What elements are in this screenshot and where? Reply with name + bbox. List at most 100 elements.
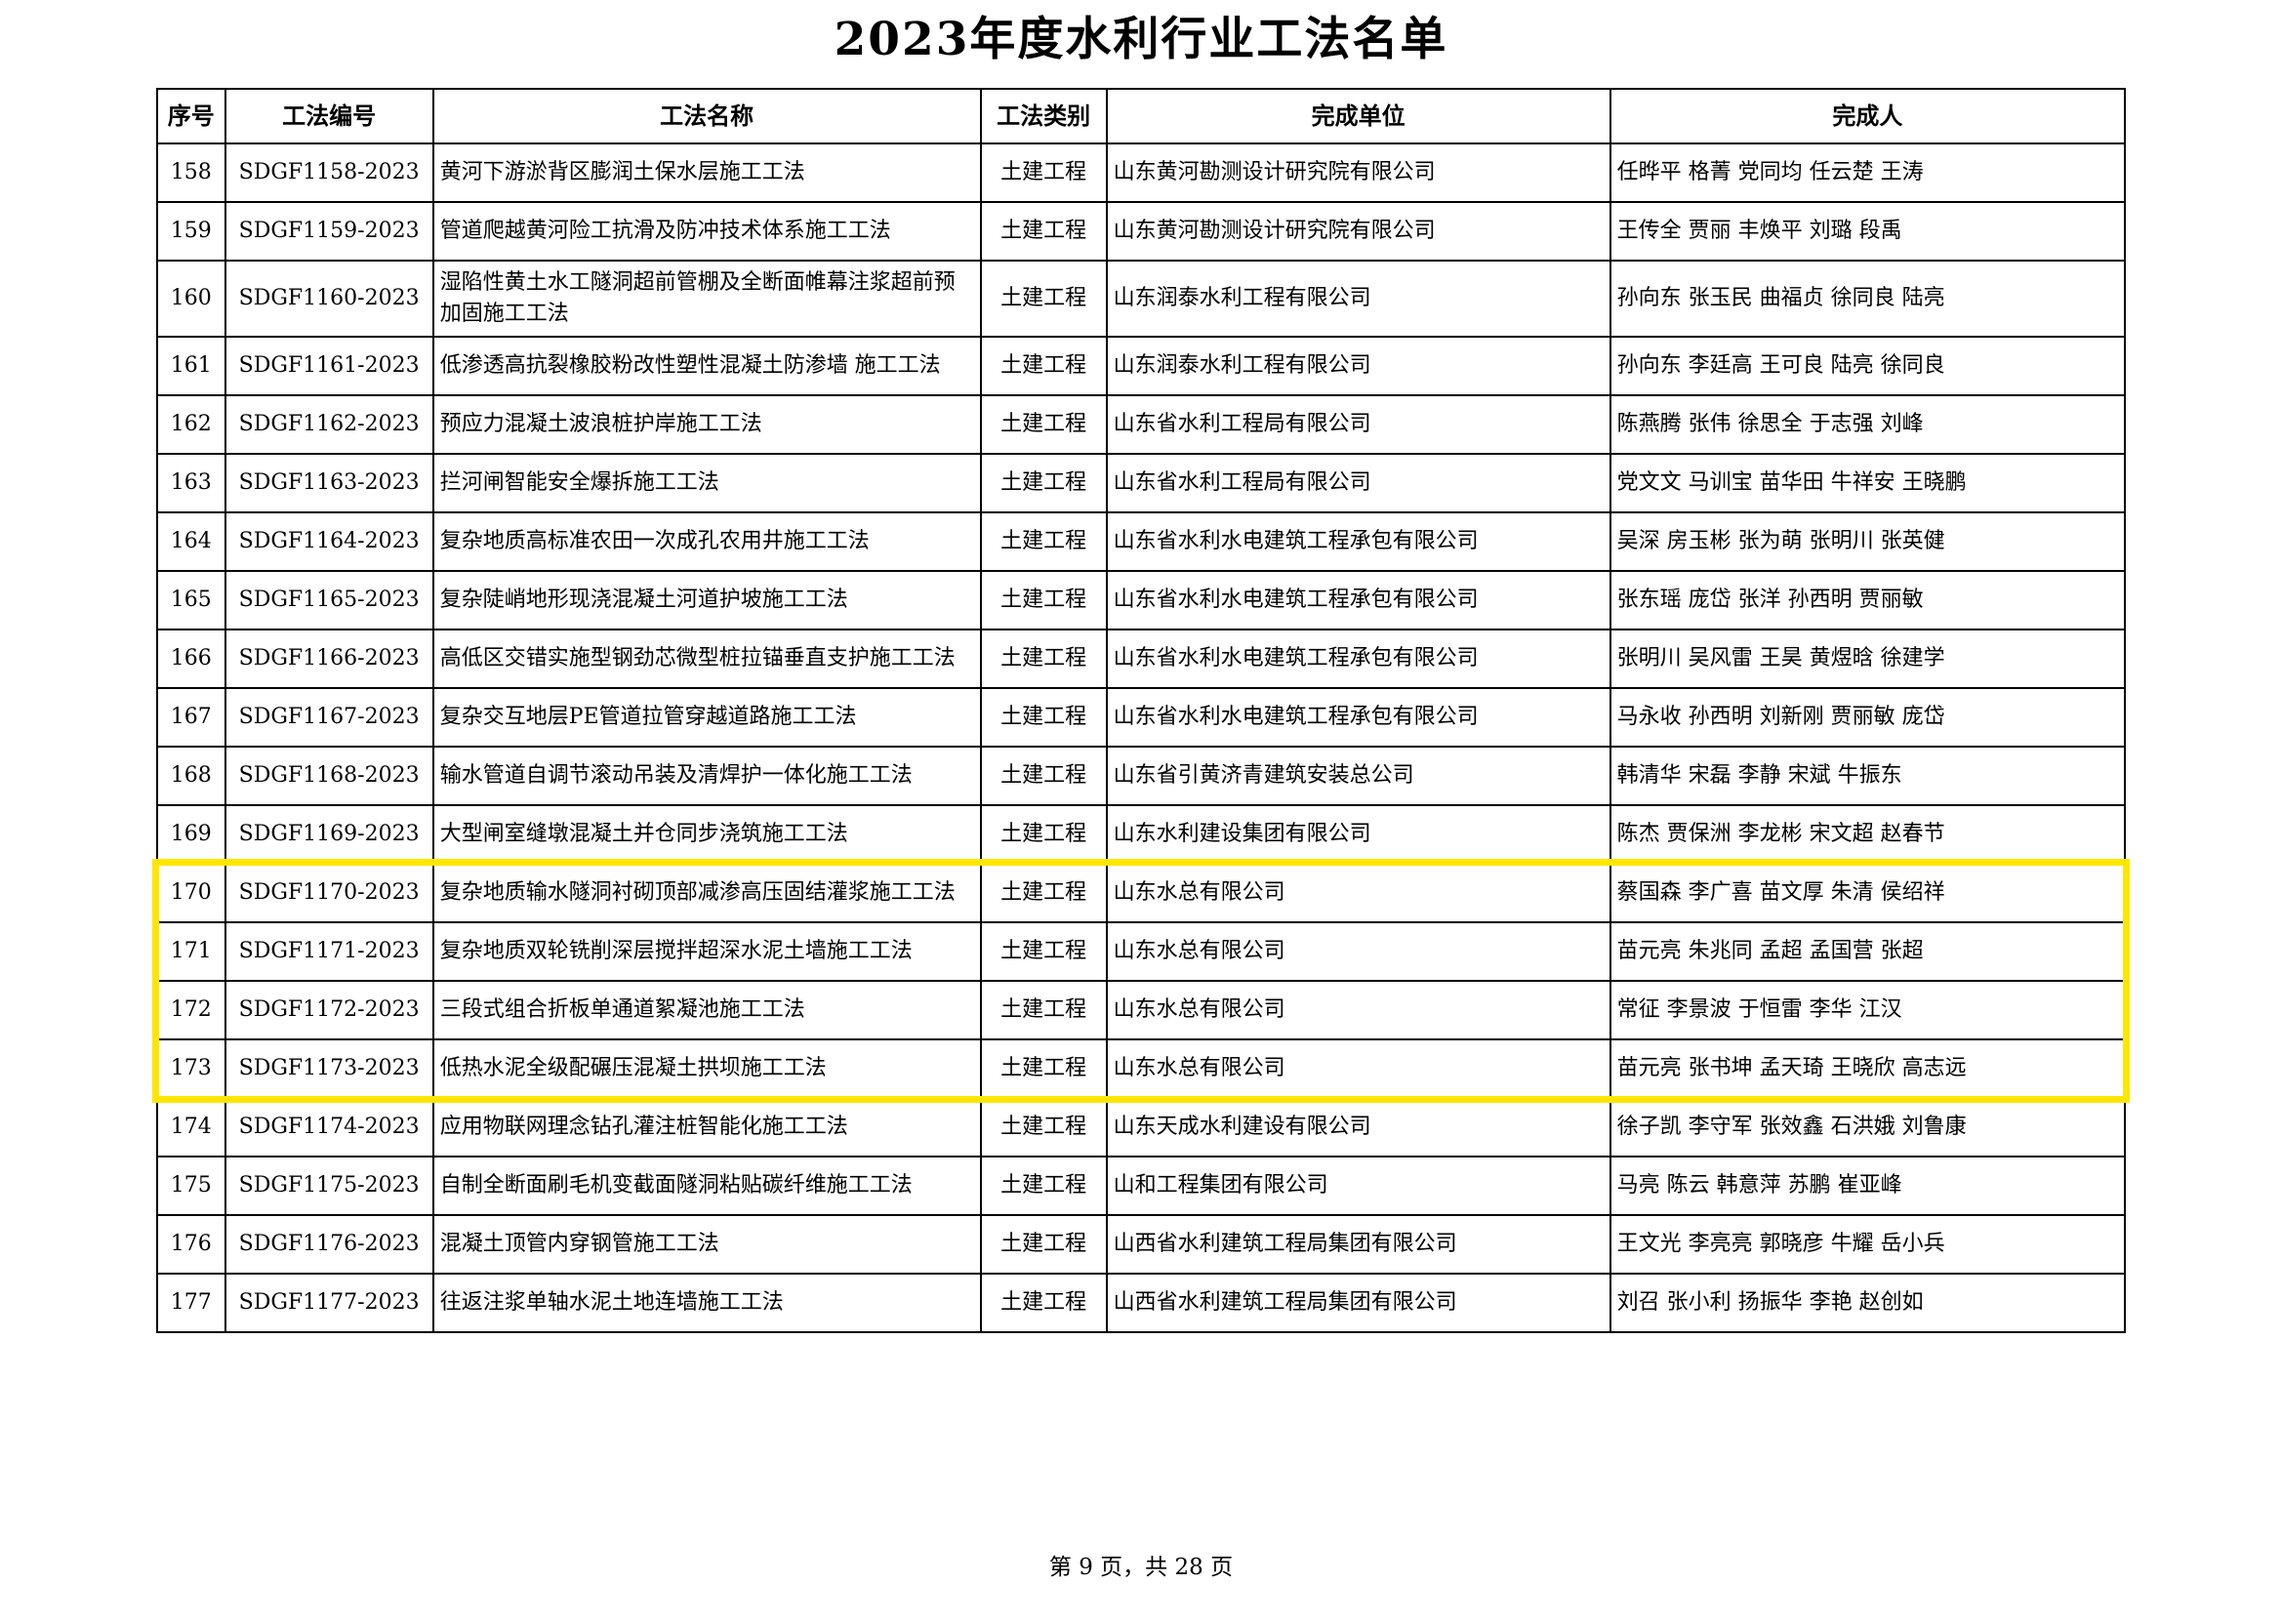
cell-completing-people: 王文光 李亮亮 郭晓彦 牛耀 岳小兵 [1609, 1213, 2127, 1275]
cell-sequence-number: 160 [156, 260, 226, 338]
cell-gongfa-name: 复杂陡峭地形现浇混凝土河道护坡施工工法 [431, 569, 982, 630]
cell-gongfa-code: SDGF1161-2023 [224, 335, 434, 396]
cell-gongfa-code: SDGF1163-2023 [224, 452, 434, 513]
table-row: 169 SDGF1169-2023 大型闸室缝墩混凝土并仓同步浇筑施工工法 土建工程山… [156, 803, 2127, 865]
cell-completing-unit: 山东省水利工程局有限公司 [1105, 393, 1611, 455]
cell-sequence-number: 173 [156, 1037, 226, 1099]
table-row: 160 SDGF1160-2023 湿陷性黄土水工隧洞超前管棚及全断面帷幕注浆超前预… [156, 260, 2127, 338]
cell-gongfa-code: SDGF1158-2023 [224, 142, 434, 204]
cell-completing-unit: 山东天成水利建设有限公司 [1105, 1096, 1611, 1157]
cell-gongfa-name: 复杂地质输水隧洞衬砌顶部减渗高压固结灌浆施工工法 [431, 862, 982, 923]
cell-completing-people: 任晔平 格菁 党同均 任云楚 王涛 [1609, 142, 2127, 204]
cell-sequence-number: 175 [156, 1155, 226, 1216]
cell-completing-unit: 山东黄河勘测设计研究院有限公司 [1105, 201, 1611, 263]
cell-completing-unit: 山西省水利建筑工程局集团有限公司 [1105, 1272, 1611, 1333]
table-row: 158 SDGF1158-2023 黄河下游淤背区膨润土保水层施工工法 土建工程 山东黄… [156, 142, 2127, 204]
cell-completing-unit: 山东省水利水电建筑工程承包有限公司 [1105, 510, 1611, 572]
cell-completing-unit: 山东省水利工程局有限公司 [1105, 452, 1611, 513]
cell-category: 土建工程 [979, 569, 1108, 630]
page-footer: 第 9 页，共 28 页 [1048, 1555, 1234, 1580]
cell-category: 土建工程 [979, 201, 1108, 263]
cell-category: 土建工程 [979, 628, 1108, 689]
cell-completing-people: 陈燕腾 张伟 徐思全 于志强 刘峰 [1609, 393, 2127, 455]
cell-gongfa-code: SDGF1162-2023 [224, 393, 434, 455]
cell-gongfa-name: 复杂地质双轮铣削深层搅拌超深水泥土墙施工工法 [431, 920, 982, 982]
cell-gongfa-name: 低渗透高抗裂橡胶粉改性塑性混凝土防渗墙 施工工法 [431, 335, 982, 396]
cell-completing-people: 孙向东 张玉民 曲福贞 徐同良 陆亮 [1609, 260, 2127, 338]
cell-gongfa-name: 拦河闸智能安全爆拆施工工法 [431, 452, 982, 513]
cell-completing-unit: 山东省水利水电建筑工程承包有限公司 [1105, 569, 1611, 630]
cell-gongfa-name: 低热水泥全级配碾压混凝土拱坝施工工法 [431, 1037, 982, 1099]
cell-sequence-number: 161 [156, 335, 226, 396]
cell-gongfa-code: SDGF1172-2023 [224, 979, 434, 1040]
table-row: 177 SDGF1177-2023 往返注浆单轴水泥土地连墙施工工法 土建工程 山西省水… [156, 1272, 2127, 1333]
cell-completing-people: 苗元亮 朱兆同 孟超 孟国营 张超 [1609, 920, 2127, 982]
cell-completing-unit: 山东润泰水利工程有限公司 [1105, 260, 1611, 338]
table-row: 166 SDGF1166-2023 高低区交错实施型钢劲芯微型桩拉锚垂直支护施工工法… [156, 628, 2127, 689]
table-row: 162 SDGF1162-2023 预应力混凝土波浪桩护岸施工工法 土建工程 山东省水利… [156, 393, 2127, 455]
cell-completing-people: 常征 李景波 于恒雷 李华 江汉 [1609, 979, 2127, 1040]
table-row: 172 SDGF1172-2023 三段式组合折板单通道絮凝池施工工法 土建工程 山东水… [156, 979, 2127, 1040]
table-row: 161 SDGF1161-2023 低渗透高抗裂橡胶粉改性塑性混凝土防渗墙 施工工法… [156, 335, 2127, 396]
cell-sequence-number: 167 [156, 686, 226, 748]
cell-gongfa-name: 复杂交互地层PE管道拉管穿越道路施工工法 [431, 686, 982, 748]
cell-gongfa-name: 三段式组合折板单通道絮凝池施工工法 [431, 979, 982, 1040]
cell-completing-unit: 山东水总有限公司 [1105, 979, 1611, 1040]
cell-category: 土建工程 [979, 1272, 1108, 1333]
cell-sequence-number: 163 [156, 452, 226, 513]
cell-sequence-number: 166 [156, 628, 226, 689]
gongfa-list-table: 序号 工法编号 工法名称 工法类别 完成单位 完成人 158 SDGF1158-2… [156, 88, 2127, 1333]
cell-sequence-number: 176 [156, 1213, 226, 1275]
cell-completing-unit: 山东水总有限公司 [1105, 862, 1611, 923]
cell-completing-unit: 山东润泰水利工程有限公司 [1105, 335, 1611, 396]
table-row: 174 SDGF1174-2023 应用物联网理念钻孔灌注桩智能化施工工法 土建工程山… [156, 1096, 2127, 1157]
cell-gongfa-name: 应用物联网理念钻孔灌注桩智能化施工工法 [431, 1096, 982, 1157]
cell-gongfa-code: SDGF1160-2023 [224, 260, 434, 338]
cell-gongfa-name: 自制全断面刷毛机变截面隧洞粘贴碳纤维施工工法 [431, 1155, 982, 1216]
cell-sequence-number: 169 [156, 803, 226, 865]
cell-completing-people: 孙向东 李廷高 王可良 陆亮 徐同良 [1609, 335, 2127, 396]
cell-category: 土建工程 [979, 920, 1108, 982]
cell-category: 土建工程 [979, 1155, 1108, 1216]
table-row: 171 SDGF1171-2023 复杂地质双轮铣削深层搅拌超深水泥土墙施工工法 土建… [156, 920, 2127, 982]
cell-gongfa-code: SDGF1173-2023 [224, 1037, 434, 1099]
table-header: 序号 工法编号 工法名称 工法类别 完成单位 完成人 [156, 88, 2127, 145]
cell-gongfa-code: SDGF1176-2023 [224, 1213, 434, 1275]
cell-category: 土建工程 [979, 979, 1108, 1040]
cell-category: 土建工程 [979, 803, 1108, 865]
cell-sequence-number: 172 [156, 979, 226, 1040]
cell-gongfa-code: SDGF1169-2023 [224, 803, 434, 865]
cell-completing-people: 马亮 陈云 韩意萍 苏鹏 崔亚峰 [1609, 1155, 2127, 1216]
cell-gongfa-name: 混凝土顶管内穿钢管施工工法 [431, 1213, 982, 1275]
cell-sequence-number: 171 [156, 920, 226, 982]
cell-gongfa-name: 复杂地质高标准农田一次成孔农用井施工工法 [431, 510, 982, 572]
cell-completing-people: 王传全 贾丽 丰焕平 刘璐 段禹 [1609, 201, 2127, 263]
cell-gongfa-code: SDGF1164-2023 [224, 510, 434, 572]
cell-category: 土建工程 [979, 142, 1108, 204]
cell-gongfa-name: 湿陷性黄土水工隧洞超前管棚及全断面帷幕注浆超前预加固施工工法 [431, 260, 982, 338]
cell-completing-people: 苗元亮 张书坤 孟天琦 王晓欣 高志远 [1609, 1037, 2127, 1099]
column-header-seq: 序号 [156, 88, 226, 145]
cell-category: 土建工程 [979, 335, 1108, 396]
table-row: 159 SDGF1159-2023 管道爬越黄河险工抗滑及防冲技术体系施工工法 土建工… [156, 201, 2127, 263]
cell-gongfa-code: SDGF1177-2023 [224, 1272, 434, 1333]
cell-gongfa-code: SDGF1168-2023 [224, 745, 434, 806]
cell-category: 土建工程 [979, 1096, 1108, 1157]
cell-sequence-number: 165 [156, 569, 226, 630]
cell-completing-unit: 山东省水利水电建筑工程承包有限公司 [1105, 628, 1611, 689]
column-header-category: 工法类别 [979, 88, 1108, 145]
cell-category: 土建工程 [979, 745, 1108, 806]
cell-completing-unit: 山和工程集团有限公司 [1105, 1155, 1611, 1216]
cell-gongfa-name: 管道爬越黄河险工抗滑及防冲技术体系施工工法 [431, 201, 982, 263]
cell-category: 土建工程 [979, 452, 1108, 513]
cell-gongfa-code: SDGF1167-2023 [224, 686, 434, 748]
cell-gongfa-code: SDGF1159-2023 [224, 201, 434, 263]
table-row: 163 SDGF1163-2023 拦河闸智能安全爆拆施工工法 土建工程 山东省水利工程… [156, 452, 2127, 513]
cell-completing-people: 马永收 孙西明 刘新刚 贾丽敏 庞岱 [1609, 686, 2127, 748]
cell-completing-people: 党文文 马训宝 苗华田 牛祥安 王晓鹏 [1609, 452, 2127, 513]
cell-completing-unit: 山西省水利建筑工程局集团有限公司 [1105, 1213, 1611, 1275]
table-row: 168 SDGF1168-2023 输水管道自调节滚动吊装及清焊护一体化施工工法 土建… [156, 745, 2127, 806]
cell-completing-unit: 山东水总有限公司 [1105, 920, 1611, 982]
cell-completing-people: 吴深 房玉彬 张为萌 张明川 张英健 [1609, 510, 2127, 572]
cell-category: 土建工程 [979, 393, 1108, 455]
